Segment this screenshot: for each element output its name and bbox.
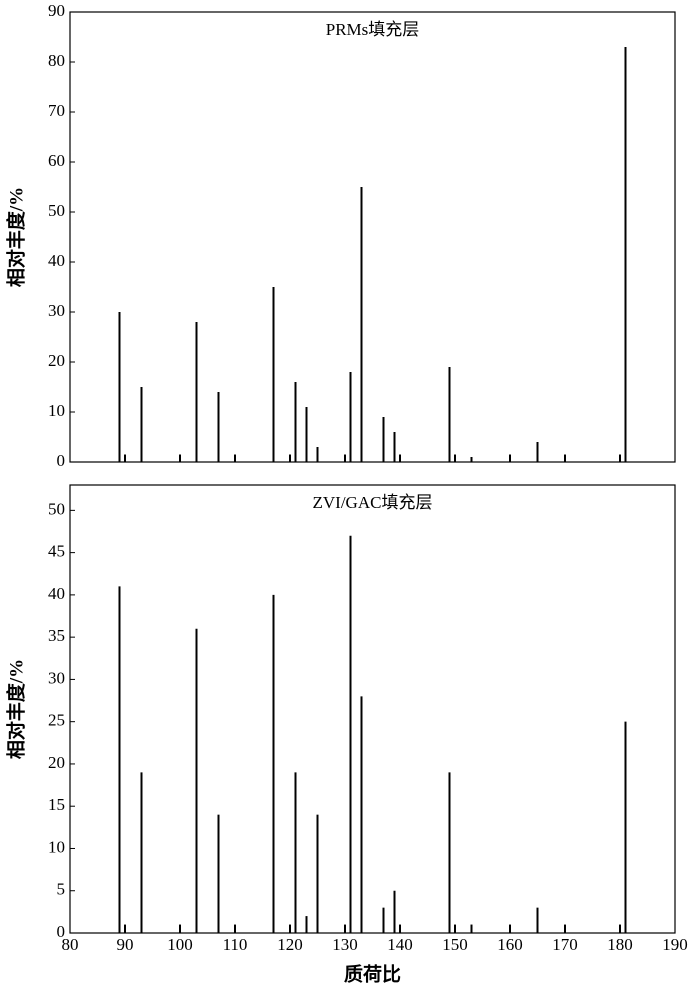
y-tick-label: 50 xyxy=(48,201,65,220)
x-tick-label: 140 xyxy=(387,935,413,954)
x-tick-label: 180 xyxy=(607,935,633,954)
x-tick-label: 130 xyxy=(332,935,358,954)
y-tick-label: 10 xyxy=(48,837,65,856)
chart-title: ZVI/GAC填充层 xyxy=(313,493,433,512)
plot-frame xyxy=(69,484,676,934)
y-tick-label: 20 xyxy=(48,753,65,772)
y-tick-label: 90 xyxy=(48,1,65,20)
y-tick-label: 5 xyxy=(57,880,66,899)
x-tick-label: 160 xyxy=(497,935,523,954)
y-tick-label: 10 xyxy=(48,401,65,420)
x-tick-label: 110 xyxy=(223,935,248,954)
x-tick-label: 120 xyxy=(277,935,303,954)
y-tick-label: 35 xyxy=(48,626,65,645)
y-tick-label: 0 xyxy=(57,451,66,470)
y-tick-label: 30 xyxy=(48,668,65,687)
y-tick-label: 40 xyxy=(48,584,65,603)
x-tick-label: 80 xyxy=(62,935,79,954)
y-tick-label: 0 xyxy=(57,922,66,941)
y-tick-label: 45 xyxy=(48,542,65,561)
y-tick-label: 50 xyxy=(48,499,65,518)
y-tick-label: 15 xyxy=(48,795,65,814)
y-axis-label: 相对丰度/% xyxy=(4,187,27,287)
y-tick-label: 80 xyxy=(48,51,65,70)
y-tick-label: 20 xyxy=(48,351,65,370)
y-tick-label: 25 xyxy=(48,711,65,730)
x-tick-label: 100 xyxy=(167,935,193,954)
x-tick-label: 170 xyxy=(552,935,578,954)
y-tick-label: 70 xyxy=(48,101,65,120)
chart-title: PRMs填充层 xyxy=(326,20,420,39)
x-tick-label: 90 xyxy=(117,935,134,954)
plot-frame xyxy=(69,11,676,463)
x-tick-label: 150 xyxy=(442,935,468,954)
x-tick-label: 190 xyxy=(662,935,688,954)
y-axis-label: 相对丰度/% xyxy=(4,659,27,759)
y-tick-label: 40 xyxy=(48,251,65,270)
y-tick-label: 60 xyxy=(48,151,65,170)
y-tick-label: 30 xyxy=(48,301,65,320)
x-axis-label: 质荷比 xyxy=(344,962,401,985)
